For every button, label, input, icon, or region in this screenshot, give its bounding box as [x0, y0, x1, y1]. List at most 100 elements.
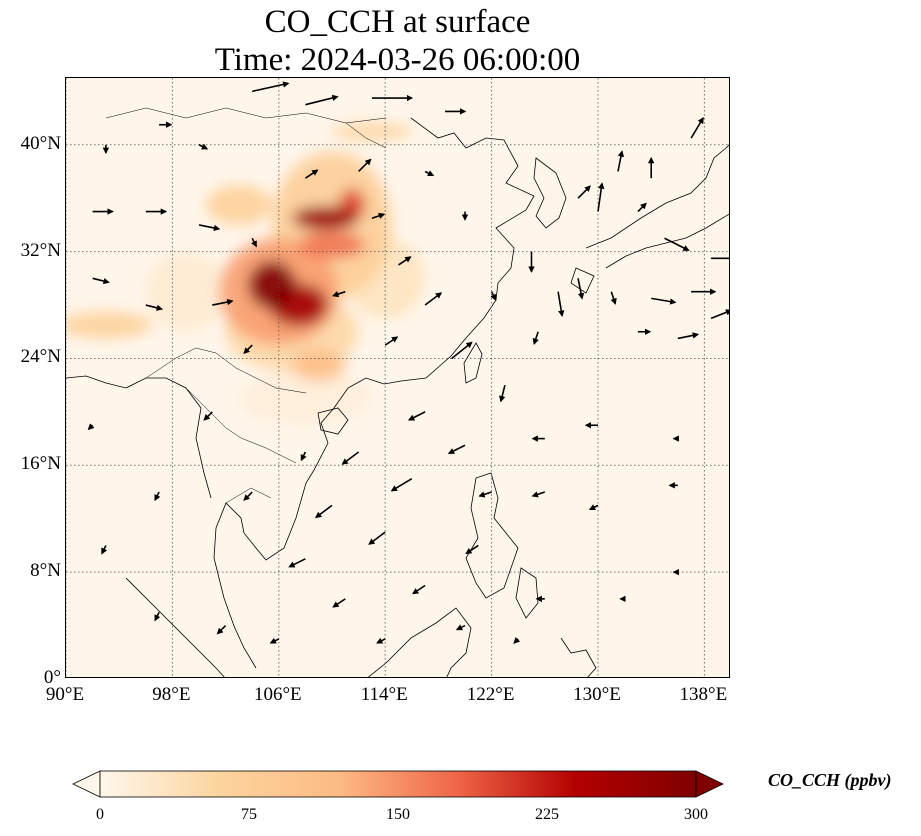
wind-arrow — [531, 491, 546, 498]
wind-arrow — [198, 143, 209, 150]
wind-arrow — [499, 384, 506, 403]
wind-arrow — [251, 237, 257, 248]
colorbar-extend-max — [695, 770, 724, 798]
wind-arrow — [451, 341, 473, 360]
concentration-blob — [205, 184, 273, 225]
wind-arrow — [212, 298, 234, 306]
colorbar-tick-label: 225 — [535, 806, 559, 823]
x-tick-label: 122°E — [466, 684, 515, 705]
y-tick-label: 16°N — [20, 453, 61, 475]
border-lines — [105, 107, 387, 504]
wind-arrow — [368, 531, 386, 545]
wind-arrow — [677, 332, 700, 340]
wind-arrow — [577, 185, 591, 199]
concentration-blob — [238, 371, 372, 426]
wind-arrow — [447, 444, 466, 454]
concentration-blob — [145, 251, 226, 332]
wind-arrow — [304, 169, 319, 179]
wind-arrow — [203, 411, 213, 421]
colorbar — [72, 770, 724, 798]
wind-arrow — [341, 451, 360, 465]
coastline-bay-of-bengal — [66, 375, 212, 499]
wind-arrow — [690, 117, 704, 139]
wind-arrow — [424, 170, 435, 177]
y-tick-label: 32°N — [20, 239, 61, 261]
wind-arrow — [101, 545, 108, 555]
wind-arrow — [252, 81, 290, 93]
coastline-indochina — [213, 407, 335, 669]
wind-arrow — [710, 309, 729, 320]
wind-arrow — [198, 224, 221, 232]
concentration-field — [66, 122, 426, 426]
wind-arrow — [513, 637, 521, 644]
wind-arrow — [597, 182, 605, 212]
y-tick-label: 8°N — [30, 560, 61, 582]
map-panel — [65, 77, 730, 678]
wind-arrow — [617, 150, 625, 172]
coastline-borneo — [367, 607, 472, 677]
wind-arrow — [478, 491, 492, 498]
concentration-blob — [332, 122, 412, 141]
colorbar-gradient — [99, 770, 697, 798]
wind-arrow — [243, 491, 253, 501]
wind-arrow — [358, 158, 372, 173]
y-tick-label: 0° — [43, 667, 61, 688]
wind-arrow — [92, 277, 110, 285]
wind-arrow — [154, 611, 161, 622]
x-tick-label: 138°E — [679, 684, 728, 705]
wind-arrow — [577, 278, 585, 300]
coastline-sumatra — [125, 577, 225, 677]
wind-arrow — [588, 504, 599, 511]
wind-arrow — [216, 625, 227, 635]
concentration-blob — [298, 231, 366, 259]
wind-arrow — [390, 477, 413, 492]
gridlines — [66, 78, 729, 677]
wind-arrow — [87, 423, 95, 431]
wind-arrow — [154, 491, 161, 502]
wind-arrow — [300, 451, 307, 462]
wind-arrow — [532, 331, 539, 345]
x-tick-label: 90°E — [45, 684, 85, 705]
plot-subtitle-time: Time: 2024-03-26 06:00:00 — [214, 42, 581, 78]
concentration-blob — [292, 206, 359, 231]
colorbar-tick-label: 300 — [684, 806, 708, 823]
map-canvas — [66, 78, 729, 677]
wind-arrow — [610, 291, 617, 305]
y-tick-label: 24°N — [20, 346, 61, 368]
x-tick-label: 106°E — [253, 684, 302, 705]
coastline-philippines — [465, 472, 539, 619]
colorbar-tick-label: 150 — [386, 806, 410, 823]
coastlines — [66, 107, 729, 677]
colorbar-label: CO_CCH (ppbv) — [768, 770, 892, 790]
colorbar-tick-label: 0 — [96, 806, 104, 823]
wind-arrow — [424, 292, 443, 306]
wind-arrow — [332, 598, 346, 608]
wind-arrow — [288, 558, 306, 568]
x-tick-label: 130°E — [573, 684, 621, 705]
coastline-japan — [570, 144, 729, 294]
wind-arrow — [314, 504, 333, 519]
wind-arrow — [557, 291, 565, 317]
wind-arrow — [651, 297, 677, 305]
colorbar-extend-min — [72, 770, 101, 798]
coastline-taiwan — [463, 342, 483, 384]
wind-arrow — [412, 584, 426, 595]
wind-arrow — [455, 624, 466, 631]
wind-arrow — [269, 637, 280, 644]
coastline-sulawesi — [560, 637, 597, 677]
wind-arrow — [398, 256, 412, 266]
wind-arrow — [664, 237, 690, 251]
concentration-blob — [248, 260, 297, 310]
wind-arrow — [407, 411, 426, 421]
wind-arrow — [637, 202, 647, 213]
coastline-hainan — [317, 407, 349, 435]
wind-arrow — [305, 94, 339, 106]
wind-arrow — [371, 212, 386, 219]
y-tick-label: 40°N — [20, 132, 61, 154]
x-tick-label: 98°E — [152, 684, 191, 705]
wind-arrow — [384, 336, 399, 346]
plot-title: CO_CCH at surface — [264, 4, 531, 40]
wind-arrow — [243, 344, 253, 355]
coastline-china-east — [333, 117, 535, 409]
